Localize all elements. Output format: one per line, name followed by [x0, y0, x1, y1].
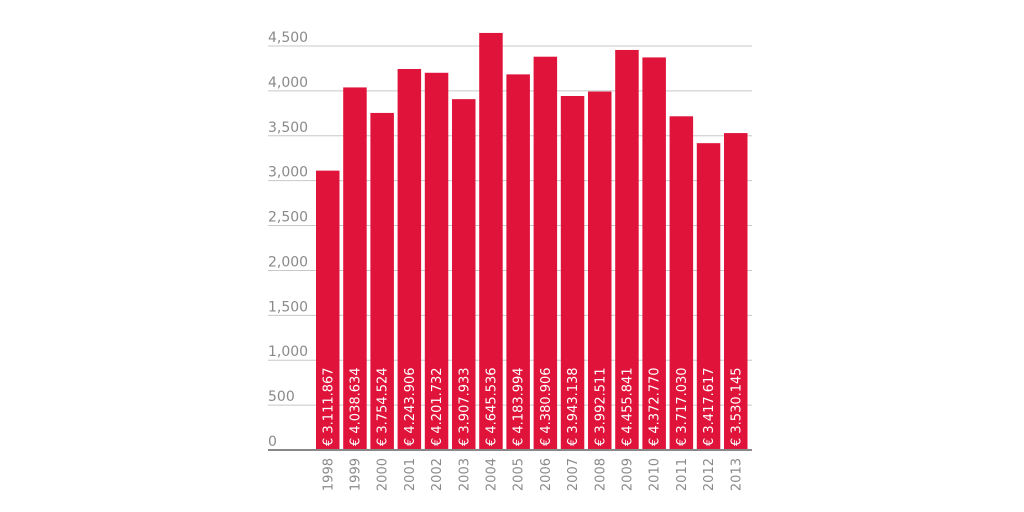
x-tick-label: 2009 — [620, 458, 635, 491]
bar-value-label: € 3.992.511 — [593, 367, 608, 446]
bar — [696, 143, 721, 450]
x-tick-label: 2010 — [648, 458, 663, 491]
x-tick-label: 2008 — [593, 458, 608, 491]
y-axis-tick-labels: 0 500 1,000 1,500 2,000 2,500 3,000 3,500 4,000 4… — [268, 30, 308, 450]
bar — [370, 112, 394, 450]
bar-value-label: € 4.455.841 — [620, 367, 635, 446]
bar-value-labels: € 3.111.867 € 4.038.634 € 3.754.524 € 4.243… — [321, 367, 744, 446]
y-tick-label: 2,500 — [268, 210, 308, 226]
bar-value-label: € 4.243.906 — [403, 367, 418, 446]
bar-value-label: € 4.038.634 — [348, 367, 363, 446]
bar-value-label: € 3.111.867 — [321, 367, 336, 446]
y-tick-label: 3,000 — [268, 165, 308, 181]
bar — [479, 32, 503, 450]
bar — [588, 91, 612, 451]
x-tick-label: 2007 — [566, 458, 581, 491]
bar-value-label: € 3.717.030 — [675, 367, 690, 446]
bar-value-label: € 3.943.138 — [566, 367, 581, 446]
bar-value-label: € 3.907.933 — [457, 367, 472, 446]
x-tick-label: 2001 — [403, 458, 418, 491]
y-tick-label: 0 — [268, 434, 277, 450]
bar-value-label: € 3.530.145 — [729, 367, 744, 446]
bar-value-label: € 3.417.617 — [702, 367, 717, 446]
bar — [533, 56, 558, 451]
y-tick-label: 1,000 — [268, 344, 308, 360]
x-tick-label: 1999 — [348, 458, 363, 491]
x-tick-label: 2003 — [457, 458, 472, 491]
x-tick-label: 2013 — [729, 458, 744, 491]
bar — [452, 99, 476, 451]
x-tick-label: 2002 — [430, 458, 445, 491]
x-axis-tick-labels: 1998 1999 2000 2001 2002 2003 2004 2005 2006 2007… — [321, 458, 744, 491]
x-tick-label: 1998 — [321, 458, 336, 491]
bar — [316, 170, 340, 451]
x-tick-label: 2011 — [675, 458, 690, 491]
bars — [316, 32, 748, 451]
x-tick-label: 2006 — [539, 458, 554, 491]
bar-value-label: € 4.201.732 — [430, 367, 445, 446]
bar-value-label: € 4.645.536 — [484, 367, 499, 446]
y-tick-label: 500 — [268, 389, 295, 405]
bar — [560, 95, 585, 450]
bar-value-label: € 4.183.994 — [512, 367, 527, 446]
bar — [669, 116, 694, 450]
y-tick-label: 4,000 — [268, 75, 308, 91]
bar-value-label: € 4.380.906 — [539, 367, 554, 446]
bar — [343, 87, 367, 451]
y-tick-label: 2,000 — [268, 254, 308, 270]
bar — [424, 72, 449, 451]
y-tick-label: 3,500 — [268, 120, 308, 136]
x-tick-label: 2012 — [702, 458, 717, 491]
y-tick-label: 4,500 — [268, 30, 308, 46]
bar-value-label: € 4.372.770 — [648, 367, 663, 446]
bar — [615, 49, 639, 450]
y-tick-label: 1,500 — [268, 299, 308, 315]
x-tick-label: 2004 — [484, 458, 499, 491]
bar-value-label: € 3.754.524 — [376, 367, 391, 446]
bar — [506, 74, 530, 451]
x-tick-label: 2005 — [512, 458, 527, 491]
bar — [724, 133, 748, 451]
bar — [397, 68, 422, 450]
bar — [642, 57, 666, 451]
x-tick-label: 2000 — [376, 458, 391, 491]
